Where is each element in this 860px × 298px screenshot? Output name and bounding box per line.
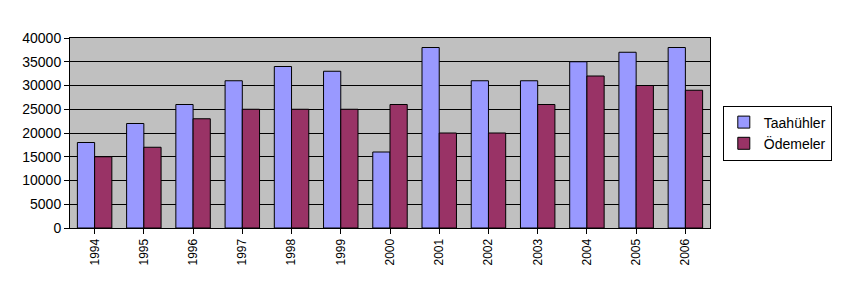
svg-text:0: 0 [53,220,61,236]
svg-text:2001: 2001 [432,238,446,265]
svg-text:Ödemeler: Ödemeler [764,135,826,152]
svg-text:35000: 35000 [22,54,61,70]
svg-text:2006: 2006 [678,238,692,265]
svg-text:20000: 20000 [22,125,61,141]
svg-text:Taahühler: Taahühler [764,115,826,131]
svg-text:1994: 1994 [88,238,102,265]
svg-text:15000: 15000 [22,149,61,165]
svg-text:2000: 2000 [383,238,397,265]
svg-text:1998: 1998 [284,238,298,265]
svg-text:1995: 1995 [137,238,151,265]
svg-text:1999: 1999 [334,238,348,265]
svg-text:2003: 2003 [531,238,545,265]
svg-text:2004: 2004 [580,238,594,265]
svg-text:10000: 10000 [22,172,61,188]
svg-text:1997: 1997 [235,238,249,265]
svg-text:2005: 2005 [629,238,643,265]
svg-text:40000: 40000 [22,30,61,46]
svg-text:5000: 5000 [30,196,61,212]
svg-text:25000: 25000 [22,101,61,117]
svg-text:2002: 2002 [481,238,495,265]
svg-text:1996: 1996 [186,238,200,265]
svg-text:30000: 30000 [22,77,61,93]
